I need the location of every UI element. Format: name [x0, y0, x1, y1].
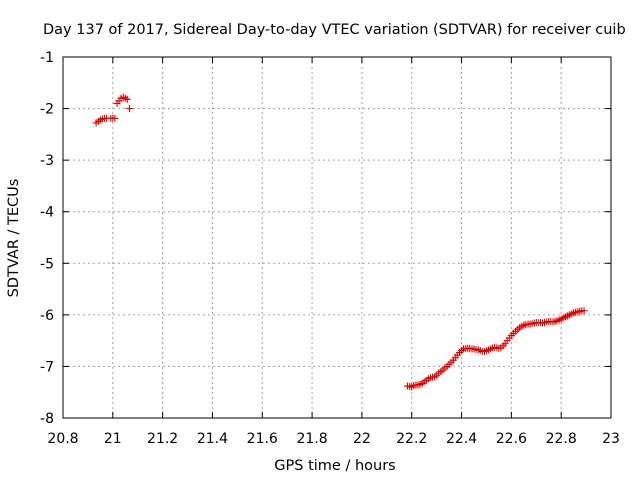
- data-point: [580, 307, 588, 315]
- x-tick-label: 22.2: [396, 431, 427, 447]
- x-tick-label: 22.6: [496, 431, 527, 447]
- x-tick-label: 22: [353, 431, 371, 447]
- x-axis-ticks: 20.8 21 21.2 21.4 21.6 21.8 22 22.2 22.4 22.6 22.8…: [47, 57, 620, 447]
- data-point: [111, 114, 119, 122]
- y-tick-label: -2: [40, 102, 54, 118]
- y-tick-label: -5: [40, 256, 54, 272]
- chart-title: Day 137 of 2017, Sidereal Day-to-day VTE…: [43, 22, 626, 38]
- data-points: [92, 93, 588, 391]
- plot-frame: [62, 56, 612, 419]
- y-tick-label: -4: [40, 205, 54, 221]
- y-tick-label: -6: [40, 308, 54, 324]
- y-tick-label: -7: [40, 359, 54, 375]
- x-tick-label: 21.8: [297, 431, 328, 447]
- y-tick-label: -3: [40, 153, 54, 169]
- y-tick-label: -8: [40, 411, 54, 427]
- x-tick-label: 23: [602, 431, 620, 447]
- x-tick-label: 21: [104, 431, 122, 447]
- x-axis-label: GPS time / hours: [274, 458, 395, 474]
- x-tick-label: 22.8: [546, 431, 577, 447]
- x-tick-label: 21.4: [197, 431, 228, 447]
- y-tick-label: -1: [40, 50, 54, 66]
- data-point: [123, 95, 131, 103]
- x-tick-label: 20.8: [47, 431, 78, 447]
- data-point: [126, 105, 134, 113]
- grid-lines: [63, 57, 611, 418]
- y-axis-ticks: -1 -2 -3 -4 -5 -6 -7 -8: [40, 50, 611, 427]
- y-axis-label: SDTVAR / TECUs: [6, 179, 22, 298]
- x-tick-label: 21.6: [247, 431, 278, 447]
- x-tick-label: 22.4: [446, 431, 477, 447]
- x-tick-label: 21.2: [147, 431, 178, 447]
